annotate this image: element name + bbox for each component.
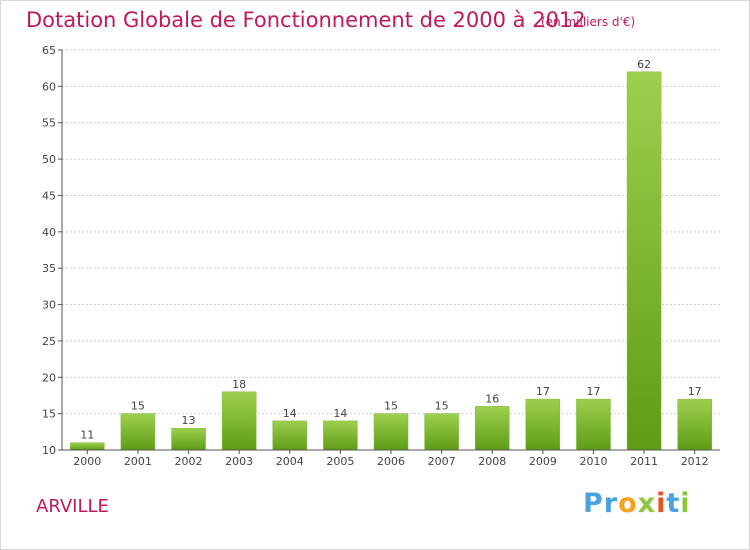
chart-subtitle: (en milliers d'€) <box>541 15 636 29</box>
bar-2006 <box>373 413 409 451</box>
bar-value-label: 15 <box>435 400 449 413</box>
x-tick-label: 2008 <box>478 455 506 468</box>
bar-value-label: 17 <box>586 385 600 398</box>
bar-2009 <box>525 398 561 451</box>
proxiti-logo[interactable]: Proxiti <box>583 488 691 519</box>
bar-2012 <box>677 398 712 451</box>
bar-2004 <box>272 420 308 451</box>
y-tick-label: 60 <box>42 80 56 93</box>
commune-name: ARVILLE <box>36 496 109 517</box>
bar-value-label: 16 <box>485 392 499 405</box>
x-tick-label: 2010 <box>579 455 607 468</box>
x-tick-label: 2002 <box>175 455 203 468</box>
y-tick-label: 10 <box>42 444 56 457</box>
bar-value-label: 17 <box>688 385 702 398</box>
x-tick-label: 2001 <box>124 455 152 468</box>
x-tick-label: 2003 <box>225 455 253 468</box>
bar-value-label: 14 <box>283 407 297 420</box>
logo-letter: i <box>680 488 691 519</box>
bar-2002 <box>171 427 206 451</box>
y-tick-label: 65 <box>42 44 56 57</box>
logo-letter: i <box>656 488 667 519</box>
logo-letter: x <box>637 488 657 519</box>
bar-2003 <box>221 391 257 451</box>
bar-value-label: 17 <box>536 385 550 398</box>
x-tick-label: 2006 <box>377 455 405 468</box>
y-tick-label: 55 <box>42 117 56 130</box>
bar-value-label: 15 <box>384 400 398 413</box>
bar-2008 <box>474 406 510 451</box>
bars: 11 15 13 18 14 14 15 15 16 17 17 62 17 <box>70 58 712 451</box>
bar-2001 <box>120 413 156 451</box>
bar-2007 <box>424 413 459 451</box>
x-tick-label: 2012 <box>681 455 709 468</box>
bar-2011 <box>626 71 662 451</box>
bar-2000 <box>70 442 105 451</box>
logo-letter: P <box>583 488 604 519</box>
x-tick-label: 2011 <box>630 455 658 468</box>
x-tick-label: 2007 <box>428 455 456 468</box>
axes: 10 15 20 25 30 35 40 45 50 55 60 65 2000 2001 2002 2003… <box>42 44 720 468</box>
grid-lines <box>62 49 720 451</box>
bar-value-label: 11 <box>80 429 94 442</box>
bar-2005 <box>323 420 358 451</box>
chart-title: Dotation Globale de Fonctionnement de 20… <box>26 8 586 32</box>
bar-value-label: 14 <box>333 407 347 420</box>
y-tick-label: 50 <box>42 153 56 166</box>
x-tick-label: 2009 <box>529 455 557 468</box>
logo-letter: o <box>618 488 638 519</box>
logo-letter: t <box>666 488 681 519</box>
x-tick-label: 2004 <box>276 455 304 468</box>
y-tick-label: 25 <box>42 335 56 348</box>
y-tick-label: 30 <box>42 299 56 312</box>
y-tick-label: 35 <box>42 262 56 275</box>
bar-2010 <box>576 398 611 451</box>
y-tick-label: 40 <box>42 226 56 239</box>
bar-value-label: 13 <box>182 414 196 427</box>
y-tick-label: 20 <box>42 371 56 384</box>
bar-value-label: 15 <box>131 400 145 413</box>
y-tick-label: 15 <box>42 408 56 421</box>
y-tick-label: 45 <box>42 189 56 202</box>
bar-value-label: 18 <box>232 378 246 391</box>
logo-letter: r <box>603 488 619 519</box>
x-tick-label: 2000 <box>73 455 101 468</box>
bar-value-label: 62 <box>637 58 651 71</box>
x-tick-label: 2005 <box>326 455 354 468</box>
